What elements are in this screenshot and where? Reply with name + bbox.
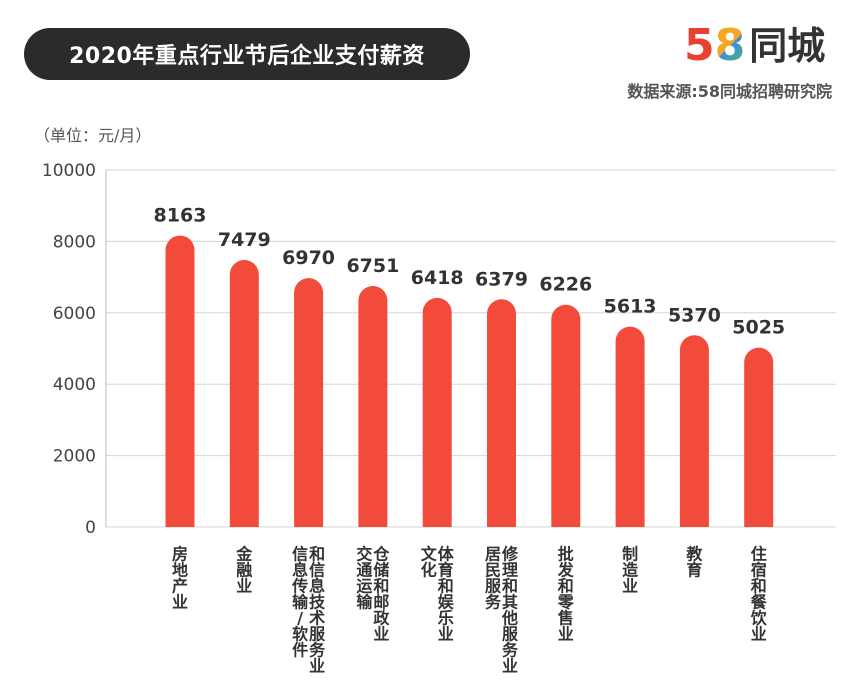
brand-logo: 5 8 同城 bbox=[684, 22, 825, 70]
data-label: 8163 bbox=[154, 205, 207, 227]
x-category-label: 修理和其他服务业 bbox=[501, 544, 519, 675]
chart-title: 2020年重点行业节后企业支付薪资 bbox=[24, 28, 470, 80]
y-tick-label: 10000 bbox=[42, 161, 96, 181]
x-category-label: 金融业 bbox=[235, 544, 253, 595]
unit-label: （单位：元/月） bbox=[34, 126, 152, 145]
data-label: 7479 bbox=[218, 229, 271, 251]
bar bbox=[358, 285, 388, 527]
x-category-label: 房地产业 bbox=[172, 544, 188, 611]
y-tick-label: 6000 bbox=[53, 304, 96, 324]
bar bbox=[487, 299, 516, 527]
y-tick-label: 2000 bbox=[53, 447, 96, 467]
y-tick-label: 0 bbox=[85, 518, 96, 538]
x-category-label: 信息传输/软件 bbox=[291, 544, 309, 659]
x-category-label: 文化 bbox=[421, 544, 438, 579]
x-category-label: 居民服务 bbox=[485, 544, 502, 611]
data-label: 5370 bbox=[668, 304, 721, 326]
x-category-label: 仓储和邮政业 bbox=[372, 544, 390, 643]
x-category-label: 批发和零售业 bbox=[557, 544, 575, 643]
data-label: 6751 bbox=[346, 255, 399, 277]
bar bbox=[744, 347, 774, 527]
x-category-label: 教育 bbox=[686, 544, 703, 579]
logo-digit-8: 8 bbox=[714, 20, 746, 71]
data-label: 5613 bbox=[604, 296, 657, 318]
data-source-note: 数据来源:58同城招聘研究院 bbox=[627, 82, 832, 101]
data-label: 6970 bbox=[282, 247, 335, 269]
y-tick-label: 4000 bbox=[53, 375, 96, 395]
data-label: 6418 bbox=[411, 267, 464, 289]
x-category-label: 体育和娱乐业 bbox=[438, 544, 455, 643]
bar bbox=[294, 278, 324, 527]
bar bbox=[679, 335, 709, 527]
data-label: 6226 bbox=[539, 274, 592, 296]
bar bbox=[229, 260, 259, 527]
y-tick-label: 8000 bbox=[53, 232, 96, 252]
data-label: 6379 bbox=[475, 268, 528, 290]
x-category-label: 制造业 bbox=[622, 544, 639, 595]
logo-digit-5: 5 bbox=[684, 20, 715, 71]
x-category-label: 和信息技术服务业 bbox=[308, 544, 326, 675]
x-category-label: 住宿和餐饮业 bbox=[750, 544, 768, 643]
x-category-label: 交通运输 bbox=[356, 544, 373, 611]
bar bbox=[165, 235, 195, 528]
bar bbox=[422, 297, 452, 527]
bar bbox=[551, 304, 581, 527]
bar bbox=[615, 326, 645, 527]
logo-text: 同城 bbox=[749, 24, 826, 68]
data-label: 5025 bbox=[732, 317, 785, 339]
